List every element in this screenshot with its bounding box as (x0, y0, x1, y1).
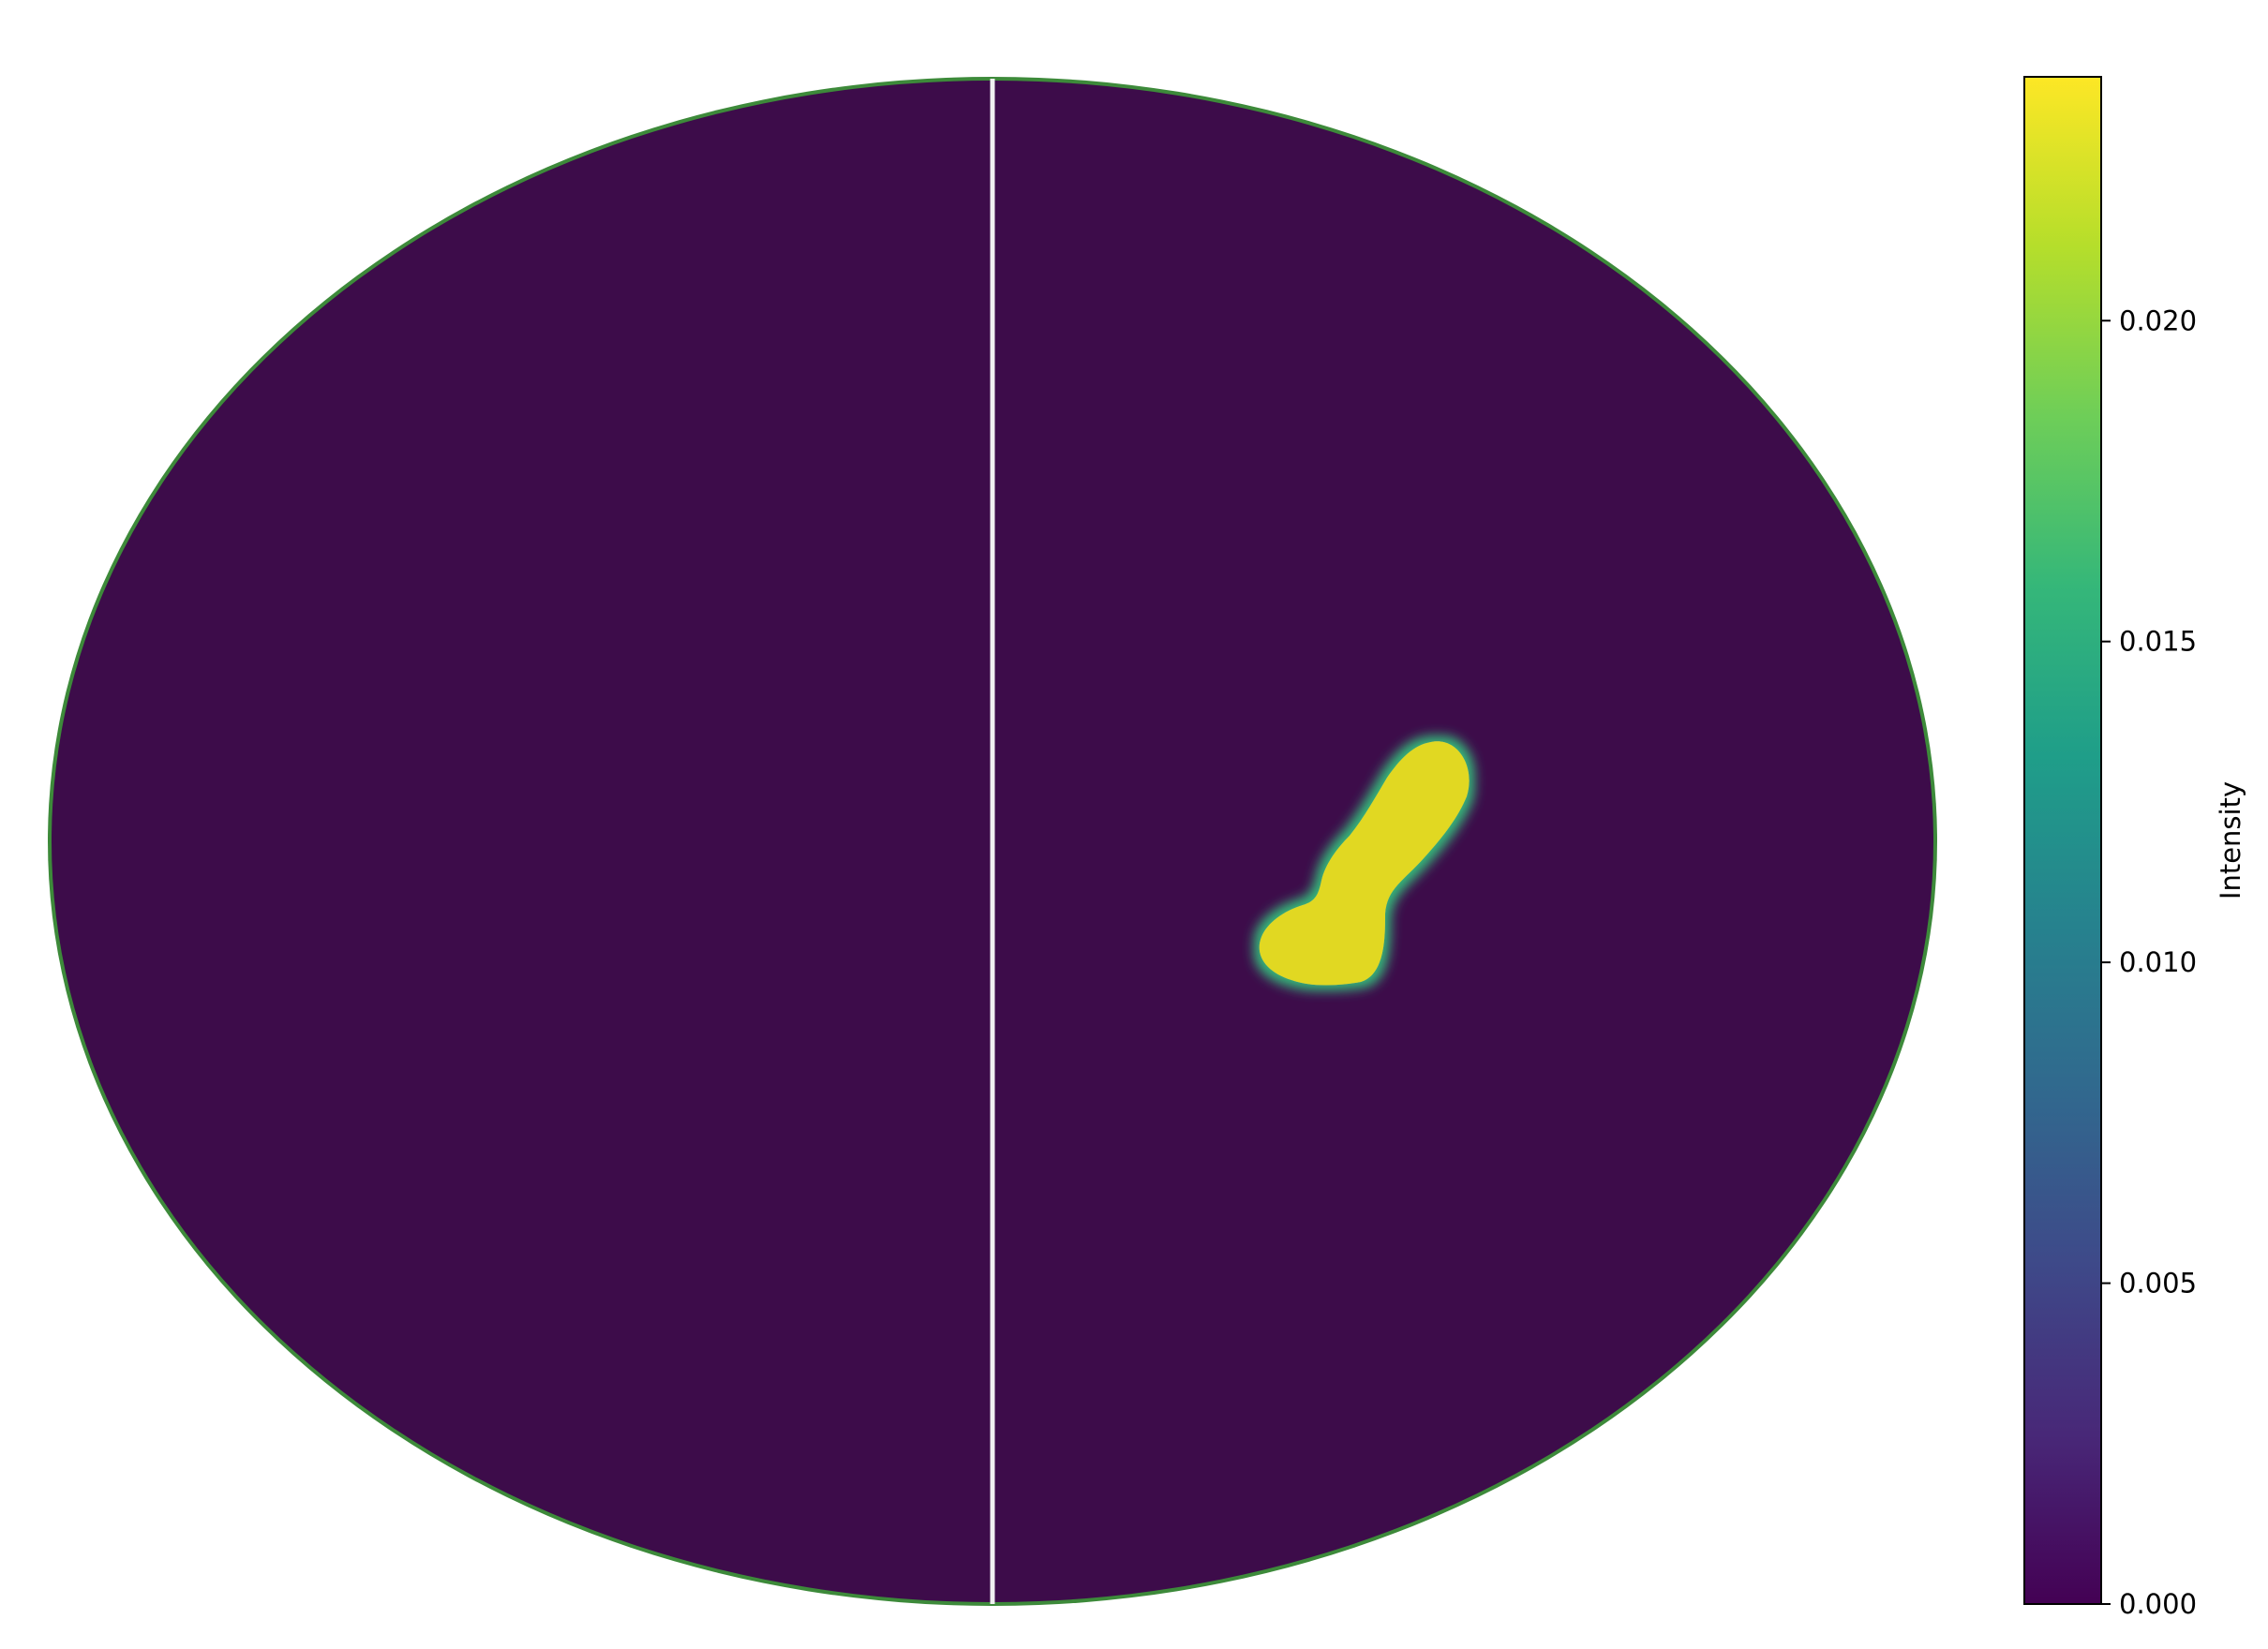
colorbar-label: Intensity (2215, 781, 2246, 899)
colorbar-tick-label: 0.010 (2119, 946, 2197, 978)
map-panel (48, 77, 1937, 1606)
colorbar-tick-label: 0.000 (2119, 1588, 2197, 1620)
colorbar-fill (2024, 77, 2101, 1604)
colorbar-tick-label: 0.015 (2119, 626, 2197, 658)
colorbar: 0.000 0.005 0.010 0.015 0.020 Intensity (2024, 77, 2246, 1620)
colorbar-tick-label: 0.020 (2119, 305, 2197, 336)
colorbar-tick-label: 0.005 (2119, 1268, 2197, 1300)
colorbar-ticks: 0.000 0.005 0.010 0.015 0.020 (2101, 305, 2197, 1620)
